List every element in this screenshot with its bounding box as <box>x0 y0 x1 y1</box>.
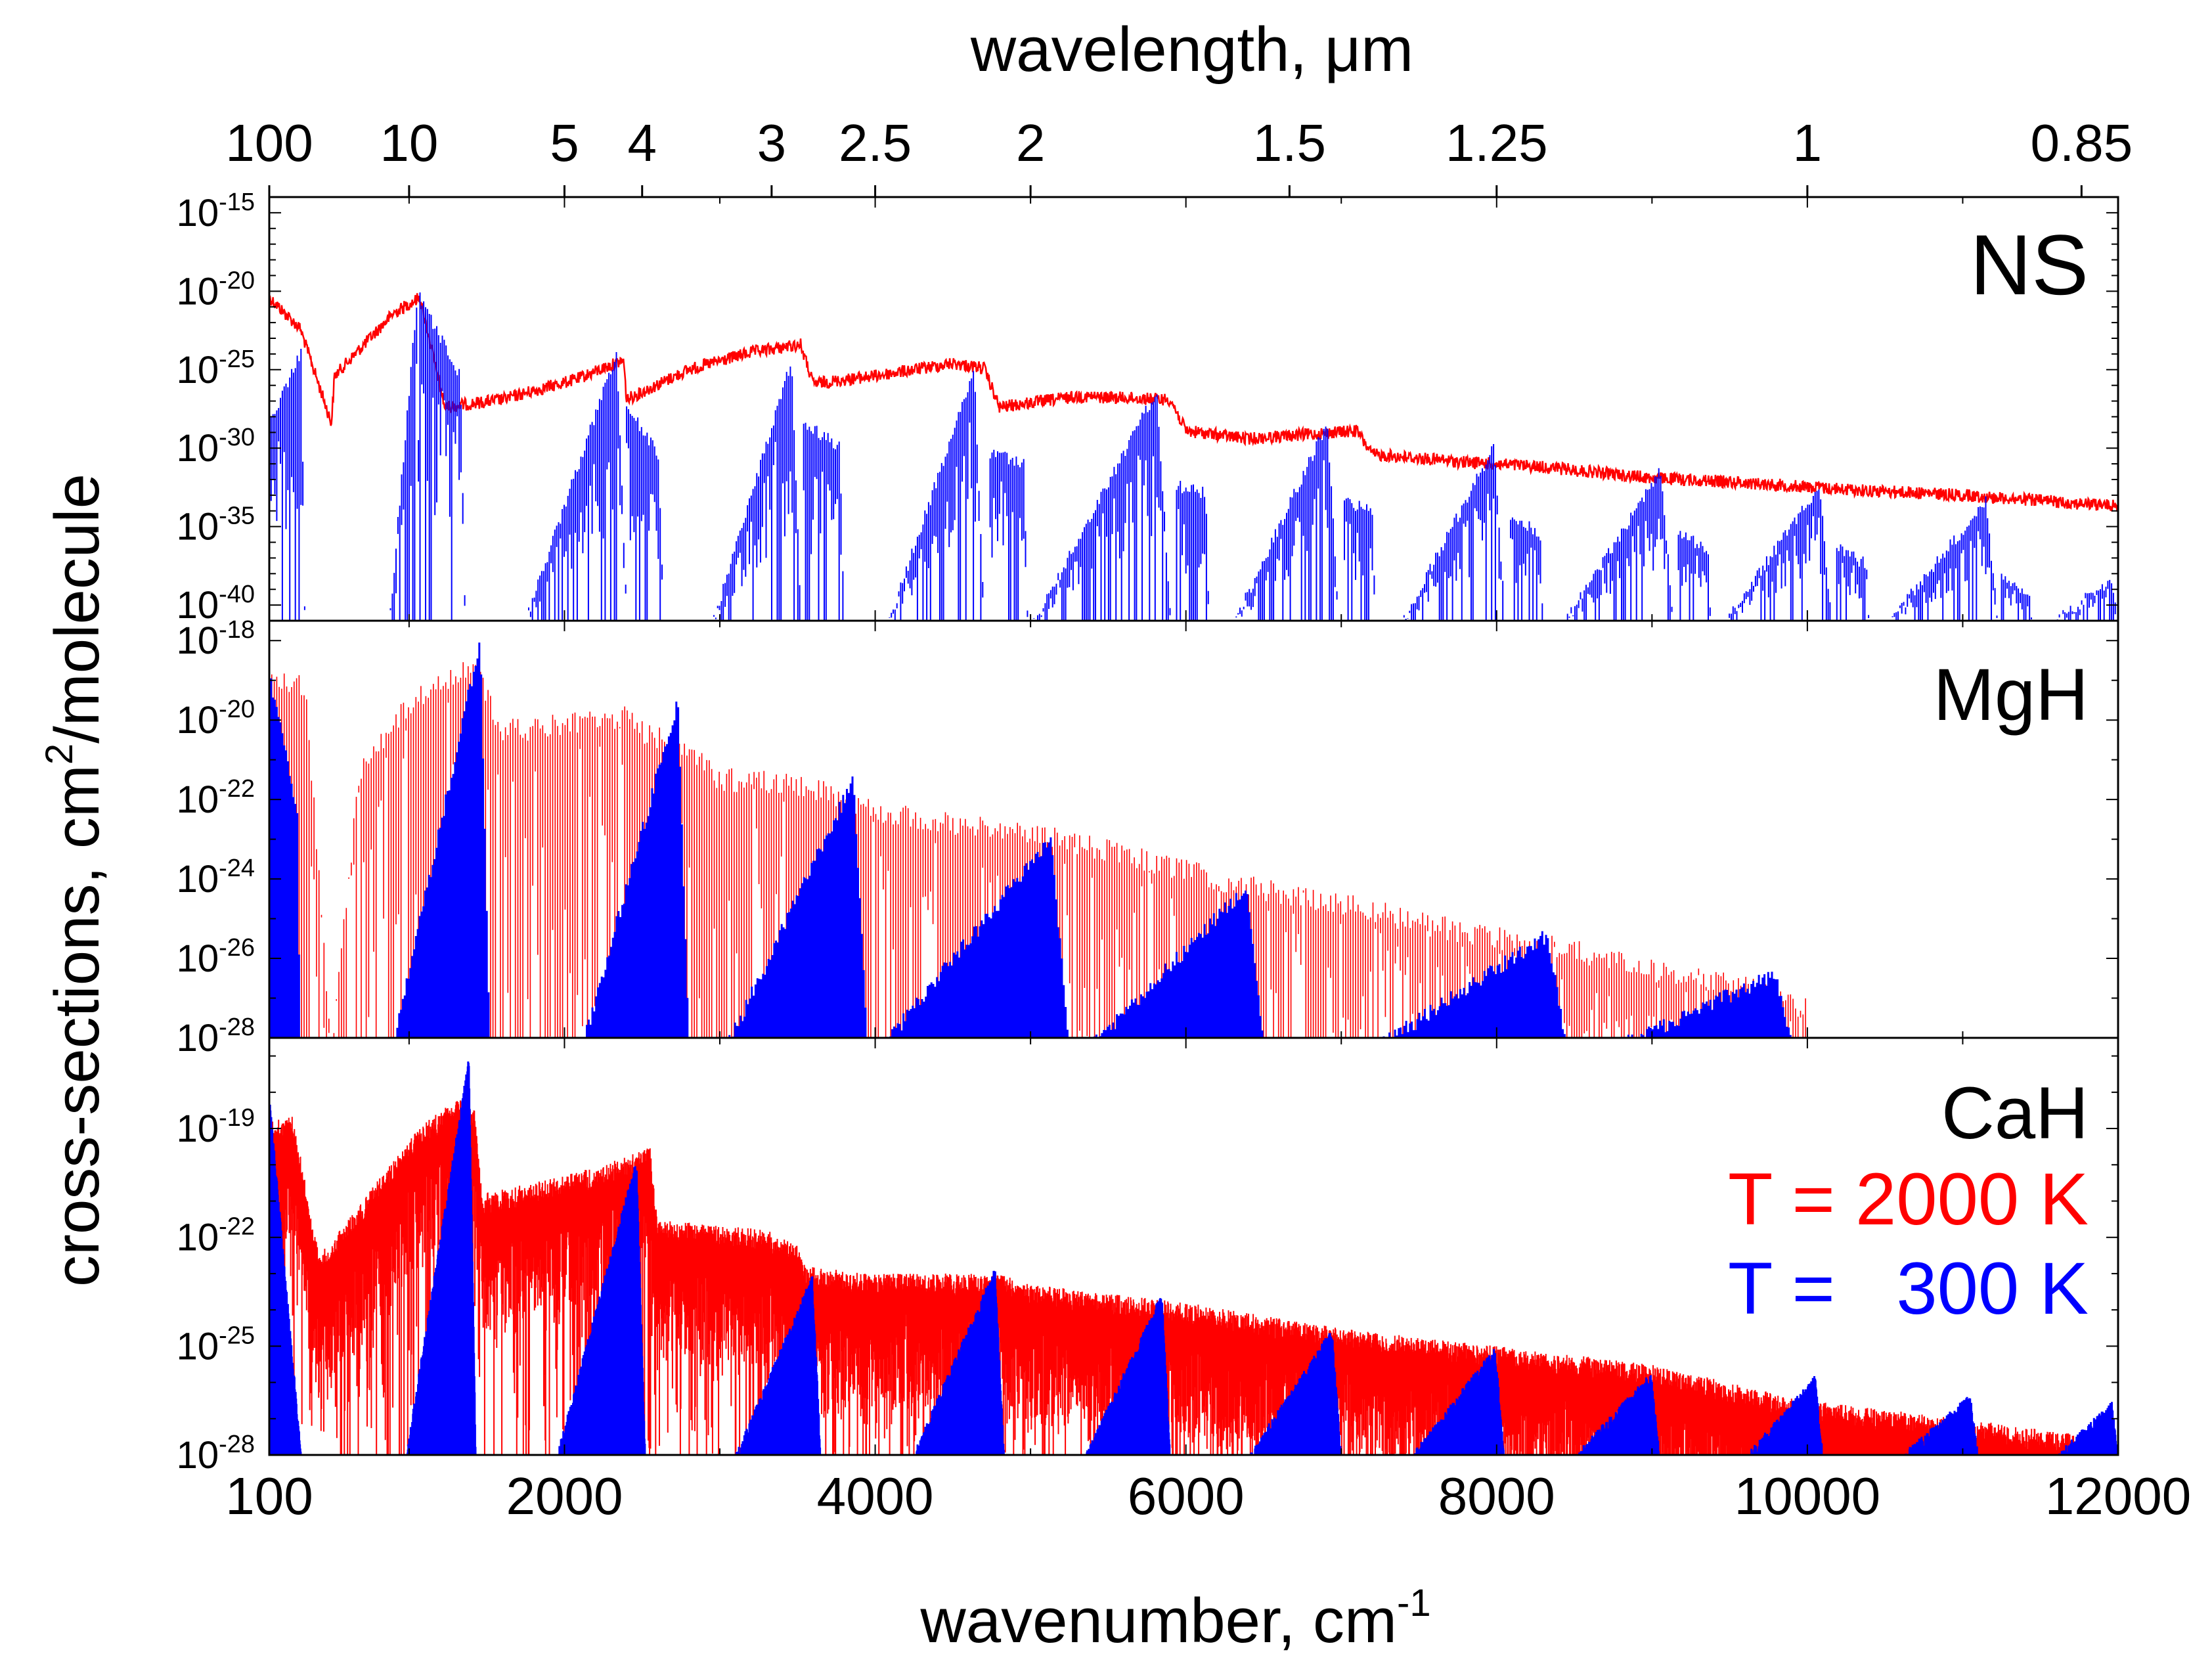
series-300k-band <box>728 776 867 1038</box>
y-tick-label: 10-20 <box>177 267 255 313</box>
series-300k-band <box>2056 579 2116 621</box>
x-axis-label: wavenumber, cm-1 <box>919 1582 1430 1656</box>
series-300k-band <box>1566 468 1673 621</box>
series-300k-band <box>626 406 663 621</box>
series-300k-band <box>556 1166 646 1455</box>
series-300k-band <box>528 352 627 621</box>
series-300k-band <box>269 678 300 1038</box>
series-300k-band <box>803 422 844 621</box>
x-tick-label: 100 <box>225 1467 313 1525</box>
series-300k-band <box>883 837 1069 1038</box>
series-300k-band <box>916 1270 1005 1455</box>
panel-label-cah: CaH <box>1941 1072 2089 1154</box>
y-tick-label: 10-25 <box>177 346 255 391</box>
series-2000k-lines <box>269 1100 2118 1455</box>
y-axis-label-tail: /molecule <box>42 474 112 744</box>
y-axis-label-sup: 2 <box>38 744 81 765</box>
series-300k-band <box>1086 1298 1171 1455</box>
series-300k-band <box>269 349 305 621</box>
series-300k-band <box>1888 496 1998 621</box>
panel-cah-data <box>269 1061 2118 1455</box>
y-tick-label: 10-22 <box>177 1213 255 1259</box>
series-300k-band <box>735 1276 822 1455</box>
series-300k-band <box>1746 1376 1823 1455</box>
series-300k-band <box>396 642 490 1038</box>
y-tick-label: 10-20 <box>177 696 255 742</box>
top-tick-label: 2 <box>1016 114 1046 172</box>
y-tick-label: 10-22 <box>177 775 255 821</box>
series-2000k-line <box>269 293 2118 512</box>
series-300k-band <box>1677 531 1711 621</box>
y-tick-label: 10-40 <box>177 581 255 627</box>
series-300k-band <box>2058 1402 2118 1455</box>
panel-ns-data <box>269 292 2118 621</box>
x-tick-label: 2000 <box>506 1467 623 1525</box>
panel-cah-frame <box>268 1037 2119 1456</box>
x-tick-label: 10000 <box>1735 1467 1880 1525</box>
y-tick-label: 10-19 <box>177 1104 255 1150</box>
series-2000k-lines <box>269 662 1806 1038</box>
series-300k-band <box>1578 1375 1660 1455</box>
top-tick-label: 2.5 <box>839 114 912 172</box>
y-tick-label: 10-28 <box>177 1014 255 1060</box>
top-tick-label: 1.5 <box>1253 114 1326 172</box>
top-tick-label: 4 <box>627 114 657 172</box>
y-tick-label: 10-35 <box>177 502 255 548</box>
series-300k-band <box>1094 890 1264 1038</box>
series-300k-band <box>389 307 420 621</box>
series-300k-band <box>1403 444 1504 621</box>
series-300k-band <box>584 702 689 1038</box>
top-tick-label: 5 <box>550 114 579 172</box>
x-tick-label: 6000 <box>1128 1467 1245 1525</box>
top-tick-label: 0.85 <box>2030 114 2133 172</box>
y-tick-label: 10-25 <box>177 1322 255 1368</box>
series-300k-band <box>1627 972 1792 1038</box>
series-layer <box>269 292 2118 1455</box>
x-tick-label: 4000 <box>817 1467 934 1525</box>
y-tick-label: 10-26 <box>177 934 255 980</box>
top-tick-label: 100 <box>225 114 313 172</box>
top-tick-label: 1.25 <box>1446 114 1548 172</box>
legend-2000k: T = 2000 K <box>1728 1158 2089 1240</box>
series-300k-band <box>889 370 984 621</box>
series-300k-band <box>989 449 1029 621</box>
series-300k-band <box>1250 1333 1342 1455</box>
y-tick-label: 10-28 <box>177 1431 255 1477</box>
top-axis-label: wavelength, μm <box>970 14 1413 85</box>
panel-label-ns: NS <box>1970 217 2089 313</box>
top-tick-label: 1 <box>1793 114 1823 172</box>
x-tick-label: 8000 <box>1438 1467 1555 1525</box>
series-300k-band <box>269 1100 302 1455</box>
series-300k-band <box>2001 573 2032 621</box>
series-300k-band <box>1235 426 1338 621</box>
series-300k-band <box>713 367 801 621</box>
y-tick-label: 10-24 <box>177 855 255 901</box>
series-300k-band <box>1510 517 1543 621</box>
legend-300k: T = 300 K <box>1728 1247 2089 1329</box>
y-axis-label: cross-sections, cm2/molecule <box>38 474 112 1287</box>
y-tick-label: 10-15 <box>177 189 255 234</box>
series-300k-band <box>1176 481 1209 621</box>
frame-layer <box>268 196 2119 1456</box>
series-300k-band <box>1344 497 1375 621</box>
series-300k-band <box>1033 394 1171 621</box>
top-tick-label: 10 <box>380 114 438 172</box>
panel-mgh-data <box>269 642 1806 1038</box>
y-tick-label: 10-30 <box>177 424 255 470</box>
series-300k-band <box>406 1061 477 1455</box>
series-300k-band <box>419 292 466 621</box>
panel-label-mgh: MgH <box>1934 654 2089 736</box>
series-300k-band <box>1411 1349 1505 1455</box>
series-300k-band <box>1836 544 1870 621</box>
y-tick-label: 10-18 <box>177 616 255 662</box>
series-300k-band <box>1382 931 1566 1038</box>
series-300k-band <box>1729 489 1831 621</box>
x-axis-label-sup: -1 <box>1397 1582 1431 1624</box>
top-tick-label: 3 <box>757 114 787 172</box>
x-tick-label: 12000 <box>2045 1467 2191 1525</box>
